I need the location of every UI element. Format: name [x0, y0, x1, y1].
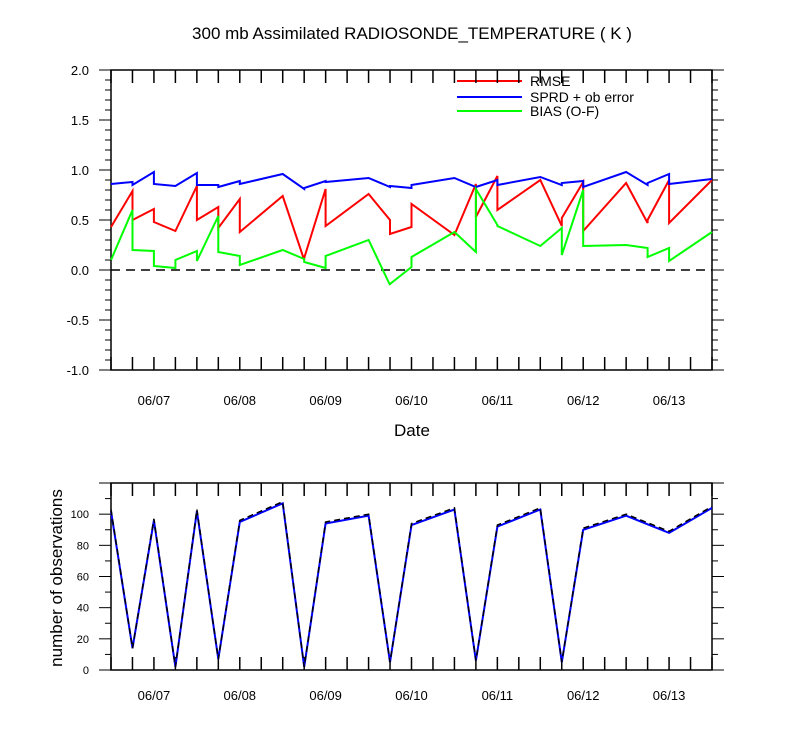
- bottom-plot: 0 20 40 60 80 100 06/07 06/08 06/09 06/10 06/11 06/…: [71, 482, 724, 703]
- top-plot: -1.0 -0.5 0.0 0.5 1.0 1.5 2.0 06/07 06/08 06/09 06…: [67, 63, 724, 408]
- bottom-ytick-label: 60: [77, 572, 89, 584]
- legend-label-sprd: SPRD + ob error: [530, 89, 634, 105]
- legend: RMSE SPRD + ob error BIAS (O-F): [457, 73, 634, 119]
- top-ytick-label: 1.5: [71, 113, 89, 128]
- top-chart-xlabel: Date: [394, 421, 430, 440]
- bottom-ytick-label: 40: [77, 603, 89, 615]
- top-xtick-label: 06/07: [138, 393, 171, 408]
- top-xtick-label: 06/08: [224, 393, 257, 408]
- bias-line: [110, 185, 713, 286]
- top-xtick-label: 06/12: [567, 393, 600, 408]
- top-chart-title: 300 mb Assimilated RADIOSONDE_TEMPERATUR…: [192, 24, 632, 43]
- sprd-line: [110, 170, 713, 191]
- top-xtick-label: 06/11: [482, 393, 514, 408]
- top-ytick-label: 2.0: [71, 63, 89, 78]
- obs-assimilated-line: [110, 500, 713, 668]
- bottom-xtick-label: 06/07: [138, 688, 171, 703]
- top-xtick-label: 06/13: [653, 393, 686, 408]
- bottom-xtick-label: 06/10: [395, 688, 428, 703]
- legend-label-rmse: RMSE: [530, 73, 570, 89]
- top-ytick-label: 0.0: [71, 263, 89, 278]
- bottom-ytick-label: 0: [83, 665, 89, 677]
- bottom-ytick-label: 20: [77, 634, 89, 646]
- bottom-xtick-label: 06/13: [653, 688, 686, 703]
- bottom-chart-ylabel: number of observations: [47, 489, 66, 667]
- top-xtick-label: 06/09: [309, 393, 342, 408]
- bottom-frame: [110, 482, 713, 671]
- bottom-xtick-label: 06/11: [482, 688, 514, 703]
- top-ytick-label: -0.5: [67, 313, 89, 328]
- bottom-ytick-label: 80: [77, 540, 89, 552]
- bottom-xtick-label: 06/08: [224, 688, 257, 703]
- bottom-xtick-label: 06/12: [567, 688, 600, 703]
- bottom-xtick-label: 06/09: [309, 688, 342, 703]
- legend-label-bias: BIAS (O-F): [530, 103, 599, 119]
- top-ytick-label: -1.0: [67, 363, 89, 378]
- bottom-ytick-label: 100: [71, 509, 89, 521]
- top-ytick-label: 0.5: [71, 213, 89, 228]
- top-ytick-label: 1.0: [71, 163, 89, 178]
- top-frame: [110, 69, 713, 371]
- top-xtick-label: 06/10: [395, 393, 428, 408]
